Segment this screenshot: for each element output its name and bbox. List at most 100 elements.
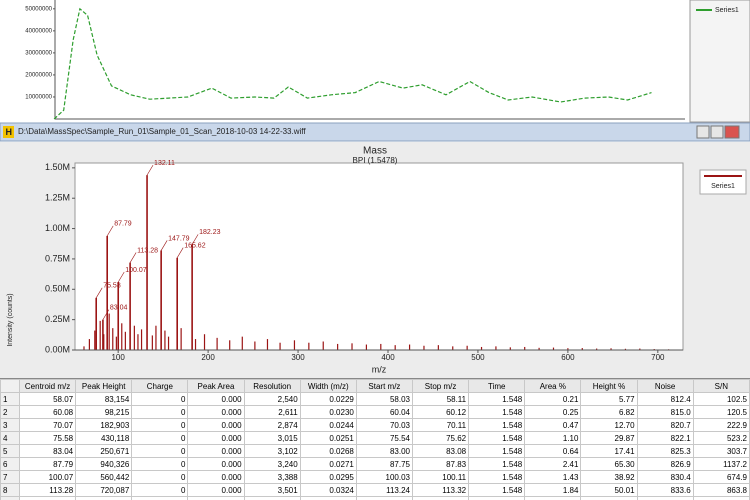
column-header: Noise	[637, 380, 693, 393]
column-header: Time	[469, 380, 525, 393]
table-cell: 1.548	[469, 497, 525, 500]
table-cell: 674.9	[693, 471, 749, 484]
table-cell: 1.548	[469, 406, 525, 419]
table-cell: 0.000	[188, 471, 244, 484]
chart-title: Mass	[363, 146, 387, 157]
table-cell: 1718.0	[693, 497, 749, 500]
table-cell: 0.0244	[300, 419, 356, 432]
table-cell: 0.0268	[300, 445, 356, 458]
table-cell: 0.0271	[300, 458, 356, 471]
peak-label: 182.23	[199, 229, 221, 236]
table-cell: 1.548	[469, 484, 525, 497]
legend-label: Series1	[715, 7, 739, 14]
y-tick-label: 10000000	[25, 95, 52, 101]
y-tick-label: 1.25M	[45, 193, 70, 203]
table-cell: 9	[1, 497, 20, 500]
table-cell: 1	[1, 393, 20, 406]
table-cell: 100.03	[356, 471, 412, 484]
table-cell: 50.01	[581, 484, 637, 497]
y-tick-label: 1.00M	[45, 223, 70, 233]
table-cell: 65.30	[581, 458, 637, 471]
table-cell: 102.5	[693, 393, 749, 406]
table-cell: 838.2	[637, 497, 693, 500]
table-cell: 132.11	[20, 497, 76, 500]
table-cell: 0.25	[525, 406, 581, 419]
table-cell: 815.0	[637, 406, 693, 419]
table-cell: 2	[1, 406, 20, 419]
column-header: Peak Area	[188, 380, 244, 393]
column-header: Height %	[581, 380, 637, 393]
table-cell: 38.92	[581, 471, 637, 484]
table-cell: 430,118	[76, 432, 132, 445]
table-cell: 1.548	[469, 393, 525, 406]
table-cell: 113.32	[412, 484, 468, 497]
table-cell: 8	[1, 484, 20, 497]
table-cell: 2,874	[244, 419, 300, 432]
table-cell: 70.11	[412, 419, 468, 432]
table-cell: 833.6	[637, 484, 693, 497]
table-cell: 830.4	[637, 471, 693, 484]
table-cell: 3,388	[244, 471, 300, 484]
table-cell: 60.08	[20, 406, 76, 419]
table-cell: 0.000	[188, 484, 244, 497]
x-tick-label: 700	[651, 353, 665, 362]
table-cell: 940,326	[76, 458, 132, 471]
table-cell: 0.0229	[300, 393, 356, 406]
table-cell: 1.10	[525, 432, 581, 445]
table-cell: 0	[132, 419, 188, 432]
table-cell: 83.08	[412, 445, 468, 458]
peak-label: 100.07	[125, 267, 147, 274]
x-tick-label: 600	[561, 353, 575, 362]
table-cell: 0	[132, 497, 188, 500]
table-cell: 0.000	[188, 393, 244, 406]
plot-area	[75, 163, 683, 350]
table-cell: 29.87	[581, 432, 637, 445]
table-cell: 60.12	[412, 406, 468, 419]
table-cell: 132.15	[412, 497, 468, 500]
table-cell: 75.62	[412, 432, 468, 445]
table-cell: 6	[1, 458, 20, 471]
table-cell: 2,611	[244, 406, 300, 419]
chart-subtitle: BPI (1.5478)	[353, 156, 398, 165]
column-header: Width (m/z)	[300, 380, 356, 393]
table-cell: 98,215	[76, 406, 132, 419]
table-cell: 1.548	[469, 432, 525, 445]
column-header	[1, 380, 20, 393]
close-button[interactable]	[725, 126, 739, 138]
table-cell: 0	[132, 406, 188, 419]
table-cell: 75.54	[356, 432, 412, 445]
table-cell: 0.0324	[300, 484, 356, 497]
table-cell: 826.9	[637, 458, 693, 471]
table-cell: 560,442	[76, 471, 132, 484]
table-cell: 182,903	[76, 419, 132, 432]
minimize-button[interactable]	[697, 126, 709, 138]
x-tick-label: 300	[291, 353, 305, 362]
x-tick-label: 200	[201, 353, 215, 362]
column-header: Resolution	[244, 380, 300, 393]
table-cell: 3,102	[244, 445, 300, 458]
table-cell: 3,690	[244, 497, 300, 500]
table-cell: 0.000	[188, 445, 244, 458]
table-cell: 7	[1, 471, 20, 484]
x-tick-label: 100	[111, 353, 125, 362]
table-cell: 132.07	[356, 497, 412, 500]
table-cell: 812.4	[637, 393, 693, 406]
peak-label: 165.62	[184, 243, 206, 250]
table-cell: 820.7	[637, 419, 693, 432]
table-cell: 113.28	[20, 484, 76, 497]
table-cell: 87.79	[20, 458, 76, 471]
table-cell: 2.41	[525, 458, 581, 471]
table-cell: 0.0295	[300, 471, 356, 484]
table-cell: 0.000	[188, 419, 244, 432]
table-cell: 100.11	[412, 471, 468, 484]
table-cell: 87.83	[412, 458, 468, 471]
maximize-button[interactable]	[711, 126, 723, 138]
y-tick-label: 1.50M	[45, 162, 70, 172]
